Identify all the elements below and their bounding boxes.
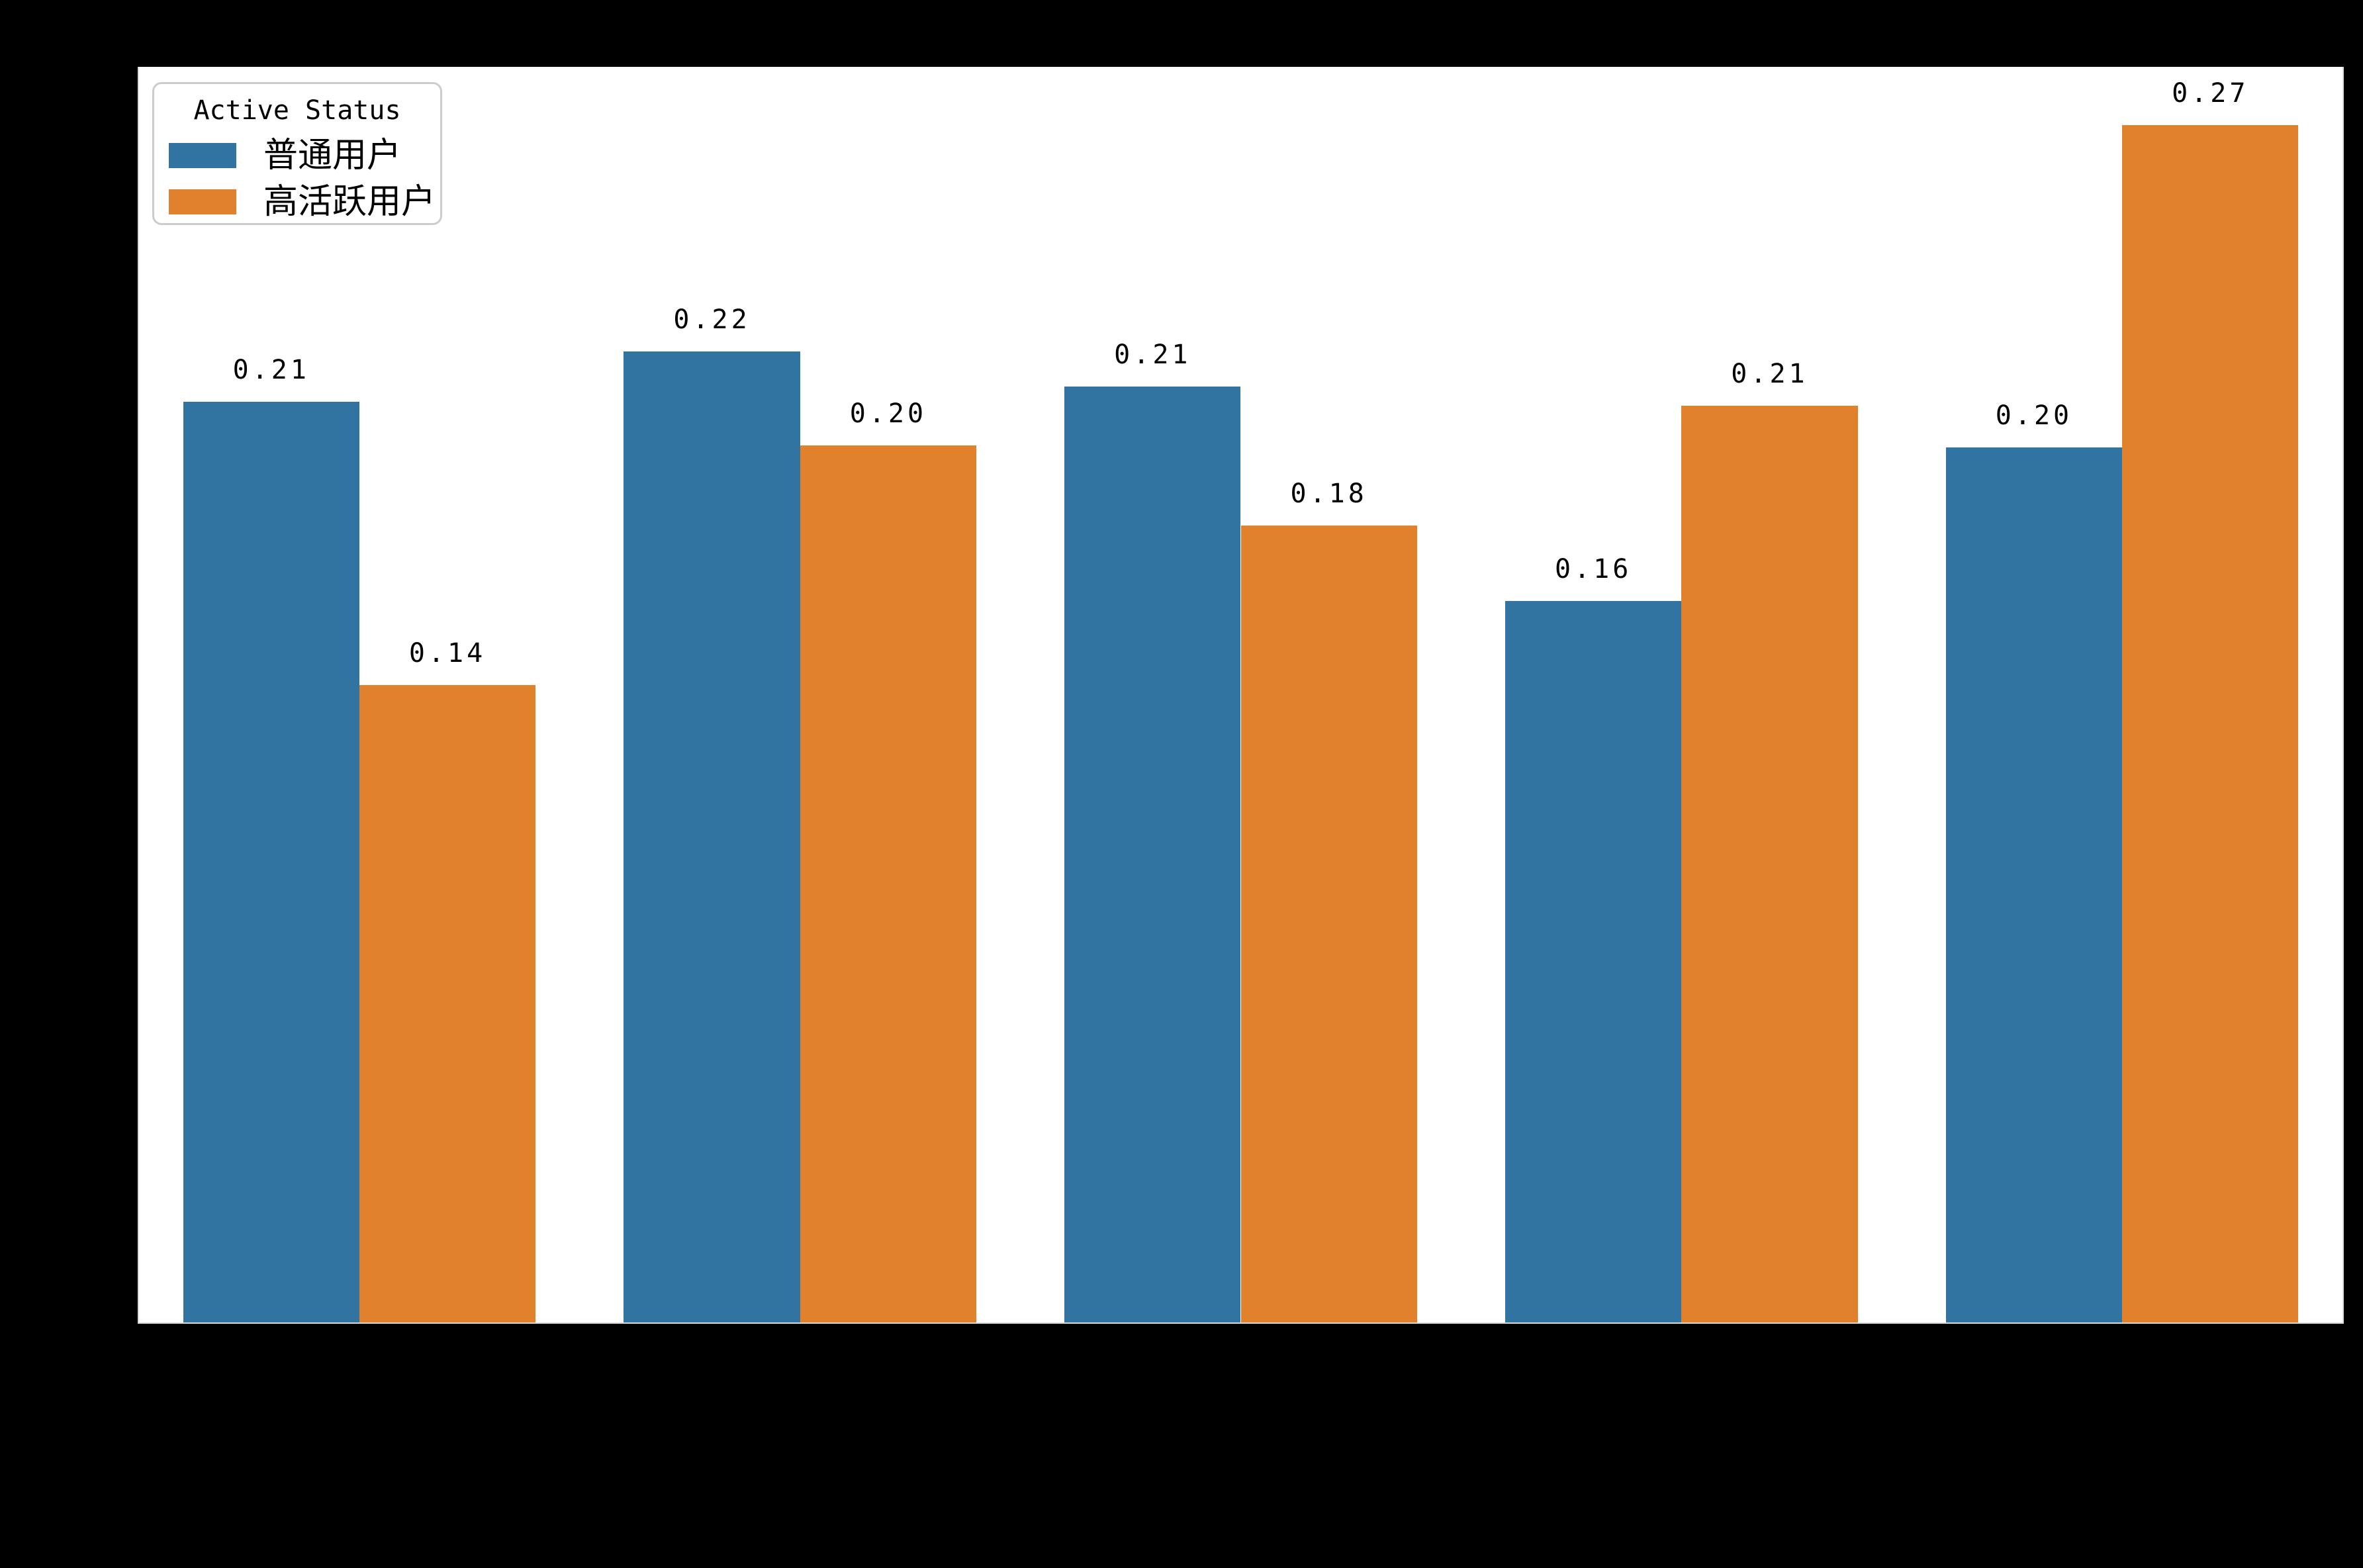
- bar-value-label: 0.22: [673, 304, 751, 335]
- bar: [1505, 600, 1682, 1322]
- bar: [1681, 405, 1858, 1322]
- bar-value-label: 0.20: [849, 398, 927, 430]
- bar: [359, 685, 536, 1322]
- bar: [624, 351, 800, 1322]
- legend-swatch-high-active-users: [169, 189, 236, 214]
- plot-area: Active Status 普通用户 高活跃用户 0.21 0.22 0.21 0.1…: [138, 67, 2344, 1324]
- legend-label-high-active-users: 高活跃用户: [263, 182, 436, 222]
- bar-value-label: 0.18: [1290, 478, 1367, 509]
- bar-value-label: 0.20: [1995, 400, 2073, 431]
- bar-value-label: 0.21: [1731, 358, 1808, 389]
- legend-swatch-normal-users: [169, 143, 236, 168]
- legend-title: Active Status: [193, 95, 401, 126]
- bar: [1064, 387, 1241, 1322]
- bar: [1240, 525, 1417, 1322]
- legend-item-high-active-users: 高活跃用户: [169, 182, 440, 222]
- bar: [800, 445, 976, 1322]
- legend-item-normal-users: 普通用户: [169, 136, 440, 175]
- bar-value-label: 0.27: [2172, 77, 2249, 109]
- legend-label-normal-users: 普通用户: [263, 136, 402, 175]
- bar-value-label: 0.16: [1554, 553, 1632, 584]
- bar-value-label: 0.21: [1114, 340, 1191, 371]
- legend: Active Status 普通用户 高活跃用户: [152, 82, 442, 225]
- bar: [2122, 124, 2299, 1322]
- bar-value-label: 0.14: [408, 638, 486, 669]
- bar: [1945, 447, 2123, 1322]
- bar-value-label: 0.21: [232, 354, 310, 385]
- bar: [183, 401, 359, 1322]
